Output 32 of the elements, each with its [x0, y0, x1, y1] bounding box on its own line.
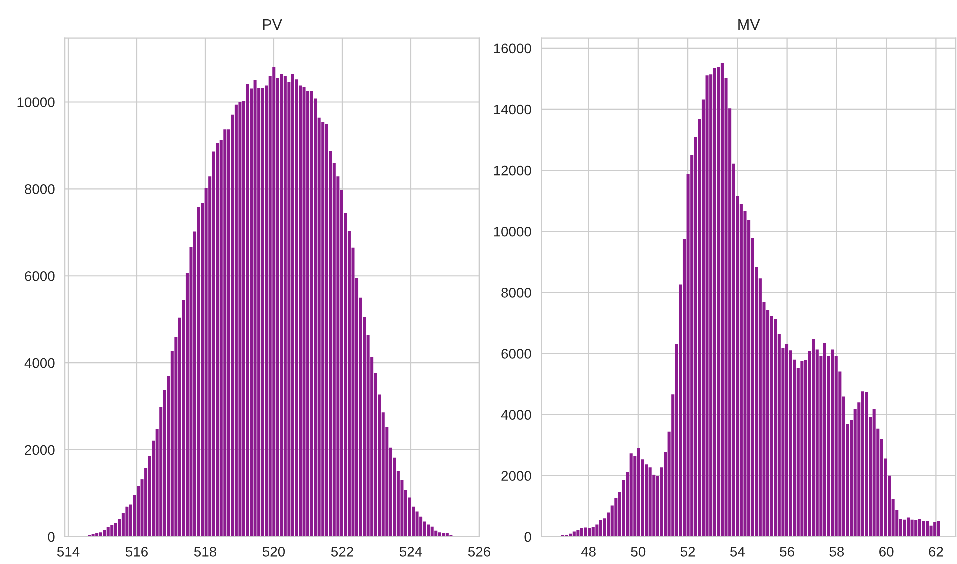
x-tick-label: 62 [929, 547, 944, 557]
x-tick-label: 60 [880, 547, 894, 557]
x-tick-label: 514 [57, 547, 80, 557]
x-tick-label: 52 [680, 547, 696, 557]
x-tick-label: 522 [331, 547, 354, 557]
chart-title: MV [738, 20, 760, 30]
x-tick-label: 516 [126, 547, 148, 557]
chart-title: PV [263, 20, 282, 30]
x-tick-label: 48 [581, 547, 596, 557]
y-tick-label: 2000 [502, 471, 532, 482]
y-tick-label: 10000 [18, 98, 55, 108]
y-tick-label: 10000 [494, 226, 532, 237]
y-tick-label: 12000 [494, 166, 532, 176]
x-tick-label: 50 [631, 547, 646, 557]
x-tick-label: 58 [830, 547, 844, 557]
y-tick-label: 0 [524, 532, 532, 542]
y-tick-label: 4000 [501, 410, 532, 420]
x-tick-label: 518 [194, 547, 216, 557]
y-tick-label: 0 [48, 532, 55, 542]
x-tick-label: 526 [468, 547, 490, 557]
y-tick-label: 8000 [25, 184, 55, 194]
x-tick-label: 520 [262, 547, 286, 557]
x-tick-label: 56 [780, 547, 794, 557]
y-tick-label: 8000 [502, 288, 532, 298]
y-tick-label: 14000 [494, 104, 532, 115]
y-tick-label: 4000 [24, 358, 55, 368]
y-tick-label: 16000 [494, 44, 532, 54]
x-tick-label: 524 [400, 547, 422, 557]
x-tick-label: 54 [730, 547, 745, 557]
y-tick-label: 6000 [502, 349, 532, 359]
y-tick-label: 6000 [25, 271, 55, 282]
y-tick-label: 2000 [25, 445, 55, 456]
